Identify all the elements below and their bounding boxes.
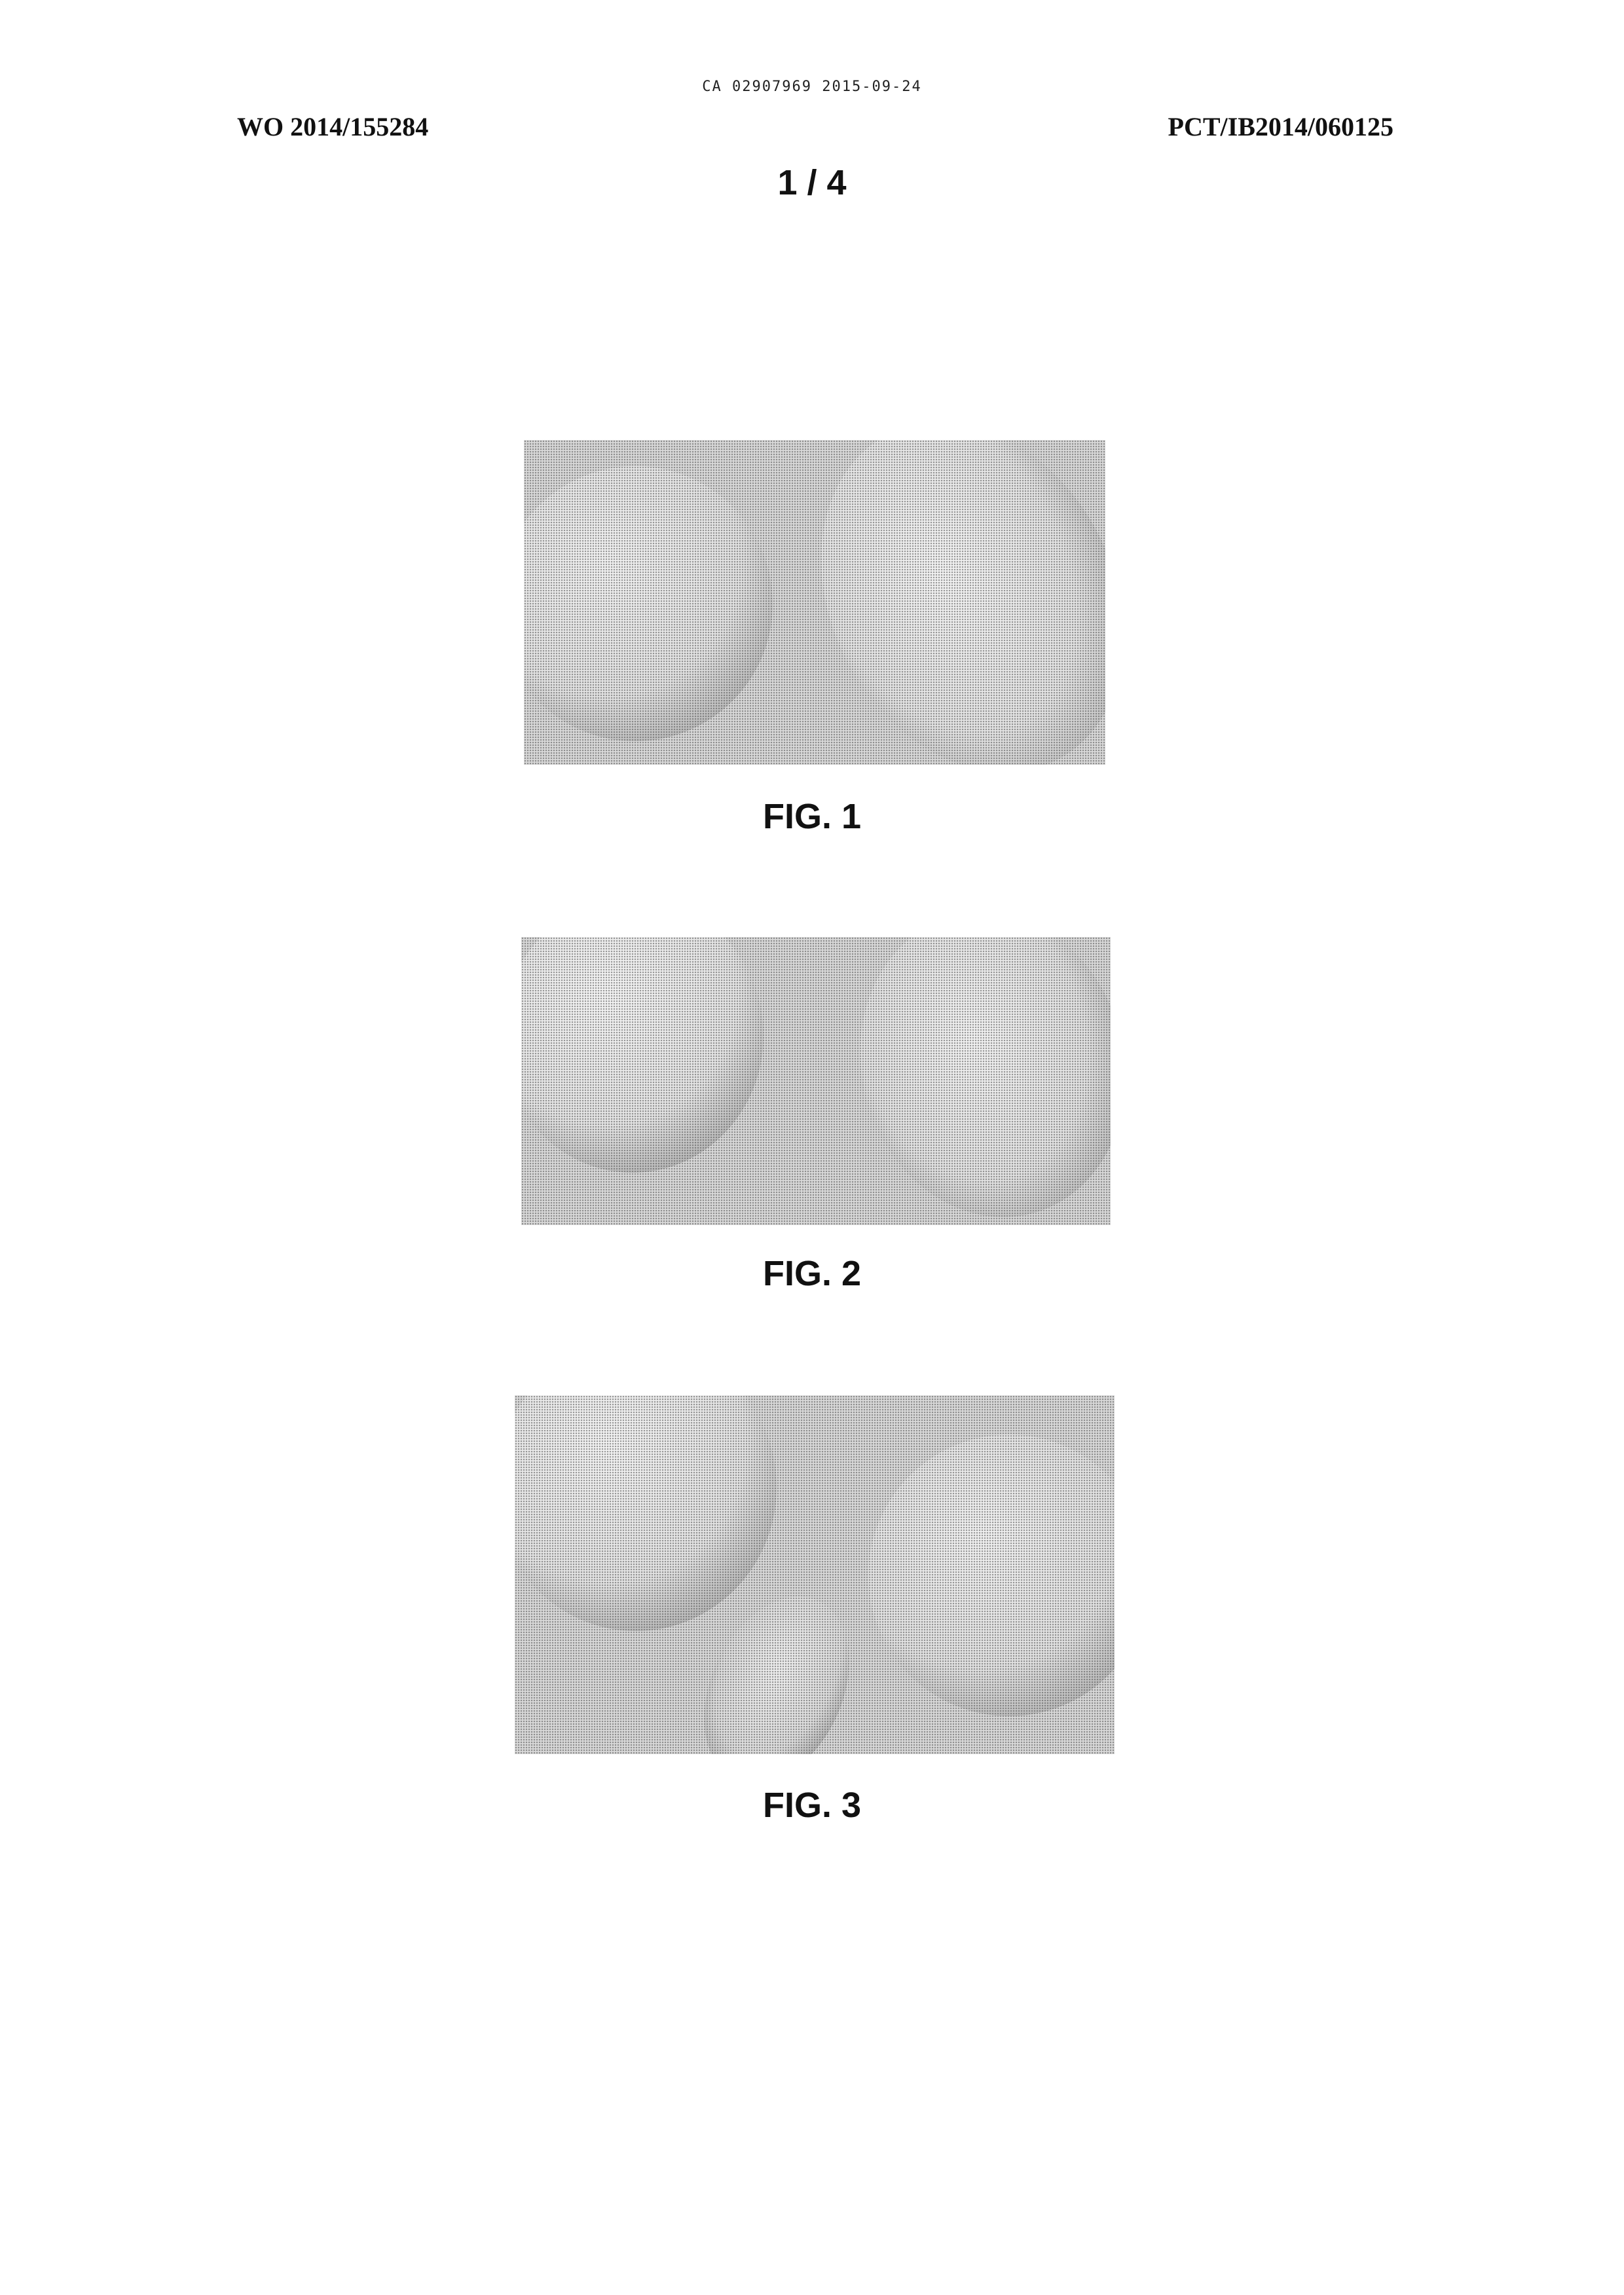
figure-1-caption: FIG. 1 [0,796,1624,837]
pct-application-number: PCT/IB2014/060125 [1168,111,1393,142]
sheet-number: 1 / 4 [0,162,1624,203]
figure-2-photo [521,937,1111,1225]
halftone-overlay [521,937,1111,1225]
halftone-overlay [524,440,1105,765]
figure-3-caption: FIG. 3 [0,1785,1624,1826]
halftone-overlay [515,1395,1115,1754]
figure-1-photo [524,440,1105,765]
wo-publication-number: WO 2014/155284 [237,111,428,142]
figure-3-photo [515,1395,1115,1754]
figure-2-caption: FIG. 2 [0,1253,1624,1294]
ca-document-header: CA 02907969 2015-09-24 [0,79,1624,95]
